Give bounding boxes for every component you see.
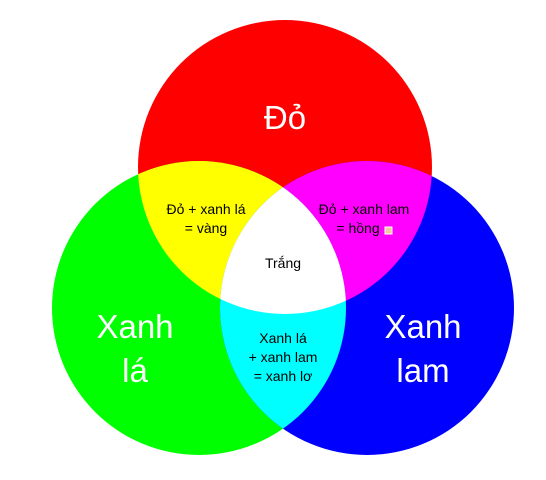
red-blue-overlap-label-line1: Đỏ + xanh lam <box>319 201 410 217</box>
green-blue-overlap-label-line3: = xanh lơ <box>254 368 313 384</box>
center-overlap-label: Trắng <box>265 255 301 271</box>
small-square-marker <box>384 226 393 235</box>
red-green-overlap-label-line2: = vàng <box>185 220 227 236</box>
red-blue-overlap-label-line2: = hồng <box>336 220 379 236</box>
blue-circle-label-line2: lam <box>396 352 449 389</box>
triple-overlap-white <box>220 161 346 314</box>
blue-circle-label-line1: Xanh <box>384 308 461 345</box>
red-circle-label: Đỏ <box>264 99 306 136</box>
green-blue-overlap-label-line2: + xanh lam <box>249 349 318 365</box>
green-blue-overlap-label-line1: Xanh lá <box>259 330 307 346</box>
red-green-overlap-label-line1: Đỏ + xanh lá <box>167 201 246 217</box>
green-circle-label-line2: lá <box>122 352 148 389</box>
green-circle-label-line1: Xanh <box>96 308 173 345</box>
